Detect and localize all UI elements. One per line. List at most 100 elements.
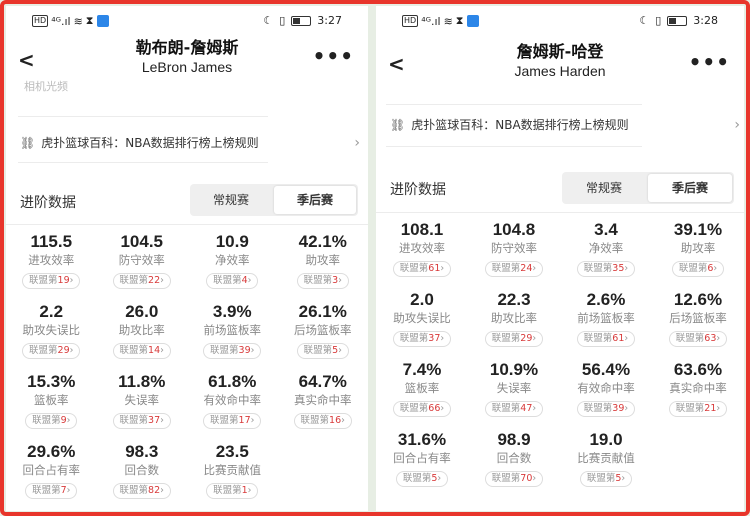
chevron-right-icon: › — [160, 415, 164, 426]
stat-cell: 11.8% 失误率 联盟第37› — [97, 372, 188, 442]
stat-value: 7.4% — [402, 360, 442, 379]
stat-value: 104.8 — [492, 220, 536, 239]
stat-value: 10.9 — [215, 232, 249, 251]
player-title: 詹姆斯-哈登 James Harden — [376, 42, 744, 80]
league-rank-badge[interactable]: 联盟第82› — [112, 483, 171, 499]
chevron-right-icon: › — [440, 263, 445, 274]
stat-value: 10.9% — [489, 360, 539, 379]
tab-playoffs[interactable]: 季后赛 — [648, 174, 732, 202]
league-rank-badge[interactable]: 联盟第6› — [671, 261, 725, 277]
league-rank-badge[interactable]: 联盟第61› — [576, 331, 636, 347]
rank-prefix: 联盟第 — [675, 403, 705, 414]
player-name-en: LeBron James — [141, 59, 233, 75]
league-rank-badge[interactable]: 联盟第39› — [576, 401, 636, 417]
stat-label: 防守效率 — [118, 253, 165, 267]
divider-line — [386, 146, 642, 147]
league-rank-badge[interactable]: 联盟第47› — [484, 401, 544, 417]
stat-cell: 15.3% 篮板率 联盟第9› — [6, 372, 97, 442]
rank-number: 63 — [704, 333, 717, 344]
chevron-right-icon: › — [532, 263, 537, 274]
vibrate-icon: ▯ — [655, 14, 662, 27]
rank-prefix: 联盟第 — [303, 275, 333, 286]
league-rank-badge[interactable]: 联盟第37› — [392, 331, 452, 347]
more-dots-icon[interactable]: ••• — [688, 50, 730, 74]
rank-number: 17 — [238, 415, 251, 426]
league-rank-badge[interactable]: 联盟第37› — [112, 413, 171, 429]
league-rank-badge[interactable]: 联盟第19› — [22, 273, 81, 289]
stat-value: 12.6% — [673, 290, 723, 309]
wiki-link-text: 虎扑篮球百科：NBA数据排行榜上榜规则 — [41, 136, 259, 150]
wiki-link-row[interactable]: ⛓ 虎扑篮球百科：NBA数据排行榜上榜规则 › — [390, 116, 740, 133]
stat-value: 31.6% — [397, 430, 447, 449]
rank-number: 47 — [520, 403, 533, 414]
rank-prefix: 联盟第 — [678, 263, 708, 274]
league-rank-badge[interactable]: 联盟第63› — [668, 331, 728, 347]
stat-label: 后场篮板率 — [669, 311, 727, 325]
more-dots-icon[interactable]: ••• — [312, 44, 354, 68]
stat-label: 进攻效率 — [28, 253, 75, 267]
advanced-stats-grid: 108.1 进攻效率 联盟第61› 104.8 防守效率 联盟第24› 3.4 净效率 联盟第3… — [376, 220, 744, 500]
league-rank-badge[interactable]: 联盟第3› — [296, 273, 349, 289]
stat-cell: 10.9 净效率 联盟第4› — [187, 232, 278, 302]
chevron-right-icon: › — [716, 333, 721, 344]
league-rank-badge[interactable]: 联盟第66› — [392, 401, 452, 417]
chevron-right-icon: › — [624, 263, 629, 274]
stat-cell: 26.1% 后场篮板率 联盟第5› — [278, 302, 369, 372]
tab-regular-season[interactable]: 常规赛 — [212, 193, 249, 207]
stat-value: 3.9% — [212, 302, 252, 321]
chevron-right-icon: › — [66, 415, 71, 426]
rank-number: 3 — [332, 275, 339, 286]
stat-label: 真实命中率 — [669, 381, 727, 395]
status-icons-left: HD ⁴ᴳ.ıl ≋ ⧗ — [32, 14, 109, 28]
tab-regular-season[interactable]: 常规赛 — [585, 181, 622, 195]
stat-value: 2.6% — [586, 290, 626, 309]
league-rank-badge[interactable]: 联盟第39› — [203, 343, 262, 359]
league-rank-badge[interactable]: 联盟第35› — [576, 261, 636, 277]
stat-label: 进攻效率 — [399, 241, 445, 255]
league-rank-badge[interactable]: 联盟第70› — [484, 471, 544, 487]
league-rank-badge[interactable]: 联盟第17› — [203, 413, 262, 429]
league-rank-badge[interactable]: 联盟第4› — [206, 273, 259, 289]
league-rank-badge[interactable]: 联盟第14› — [112, 343, 171, 359]
league-rank-badge[interactable]: 联盟第61› — [392, 261, 452, 277]
league-rank-badge[interactable]: 联盟第29› — [22, 343, 81, 359]
league-rank-badge[interactable]: 联盟第22› — [112, 273, 171, 289]
stat-label: 回合占有率 — [393, 451, 451, 465]
chevron-right-icon: › — [66, 485, 71, 496]
stat-cell: 104.5 防守效率 联盟第22› — [97, 232, 188, 302]
stat-label: 前场篮板率 — [203, 323, 262, 337]
league-rank-badge[interactable]: 联盟第5› — [395, 471, 449, 487]
stat-cell: 115.5 进攻效率 联盟第19› — [6, 232, 97, 302]
rank-prefix: 联盟第 — [583, 403, 613, 414]
rank-number: 66 — [428, 403, 441, 414]
stat-value: 98.3 — [125, 442, 159, 461]
chevron-left-icon[interactable]: < — [388, 52, 405, 76]
league-rank-badge[interactable]: 联盟第21› — [668, 401, 728, 417]
league-rank-badge[interactable]: 联盟第1› — [206, 483, 259, 499]
stat-label: 助攻率 — [680, 241, 716, 255]
league-rank-badge[interactable]: 联盟第5› — [579, 471, 633, 487]
divider-line — [386, 104, 642, 105]
chevron-right-icon: › — [734, 116, 740, 133]
hourglass-icon: ⧗ — [455, 14, 464, 27]
chevron-right-icon: › — [437, 473, 442, 484]
stat-value: 108.1 — [400, 220, 444, 239]
league-rank-badge[interactable]: 联盟第24› — [484, 261, 544, 277]
stat-label: 有效命中率 — [203, 393, 262, 407]
league-rank-badge[interactable]: 联盟第9› — [25, 413, 78, 429]
chevron-right-icon: › — [341, 415, 345, 426]
league-rank-badge[interactable]: 联盟第7› — [25, 483, 78, 499]
rank-prefix: 联盟第 — [32, 485, 61, 496]
league-rank-badge[interactable]: 联盟第16› — [293, 413, 352, 429]
tab-playoffs[interactable]: 季后赛 — [274, 186, 356, 214]
wiki-link-row[interactable]: ⛓ 虎扑篮球百科：NBA数据排行榜上榜规则 › — [20, 134, 360, 151]
chevron-left-icon[interactable]: < — [18, 48, 35, 72]
league-rank-badge[interactable]: 联盟第29› — [484, 331, 544, 347]
rank-number: 29 — [57, 345, 70, 356]
rank-number: 37 — [428, 333, 441, 344]
stat-label: 失误率 — [124, 393, 160, 407]
status-time: 3:28 — [693, 14, 718, 27]
rank-prefix: 联盟第 — [300, 415, 330, 426]
league-rank-badge[interactable]: 联盟第5› — [296, 343, 349, 359]
stat-value: 3.4 — [594, 220, 618, 239]
